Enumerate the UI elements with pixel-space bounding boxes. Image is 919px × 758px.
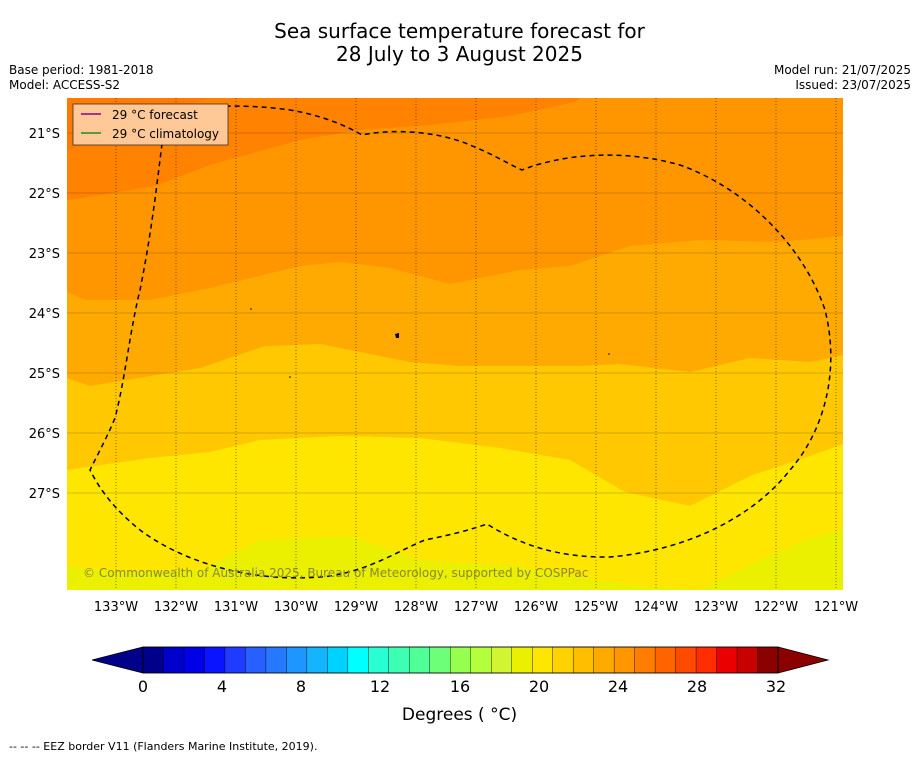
lon-label: 131°W [214,600,258,615]
lon-label: 126°W [514,600,558,615]
colorbar-frame [142,646,779,674]
colorbar-cell [429,646,451,674]
colorbar-tick-label: 20 [528,677,550,696]
lat-label: 22°S [29,187,60,202]
colorbar-under-arrow [91,646,144,674]
lon-axis-labels: 133°W 132°W 131°W 130°W 129°W 128°W 127°… [94,600,858,615]
colorbar-cell [470,646,492,674]
lon-label: 121°W [814,600,858,615]
eez-border-line [89,105,832,579]
issued-date: Issued: 23/07/2025 [795,78,911,92]
lon-label: 123°W [694,600,738,615]
copyright-notice: © Commonwealth of Australia 2025, Bureau… [83,566,588,580]
colorbar-title: Degrees ( °C) [401,705,518,725]
colorbar-cell [409,646,431,674]
colorbar-cell [716,646,738,674]
colorbar-cell [654,646,677,674]
colorbar-cell [491,646,513,674]
colorbar-cell [204,646,226,674]
colorbar-tick-label: 28 [686,677,708,696]
lon-label: 130°W [274,600,318,615]
lat-axis-labels: 21°S 22°S 23°S 24°S 25°S 26°S 27°S [29,127,60,502]
sst-contour-fill [67,98,843,590]
colorbar-cell [347,646,369,674]
lon-label: 124°W [634,600,678,615]
lat-label: 26°S [29,427,60,442]
legend-forecast-label: 29 °C forecast [112,108,198,122]
lon-label: 129°W [334,600,378,615]
title-line-2: 28 July to 3 August 2025 [336,42,583,66]
colorbar-cell [368,646,390,674]
sst-map: 29 °C forecast 29 °C climatology © Commo… [29,98,858,615]
colorbar-cell [695,646,718,674]
lon-label: 125°W [574,600,618,615]
colorbar-cell [736,646,759,674]
colorbar-tick-label: 16 [449,677,471,696]
colorbar-cell [552,646,574,674]
lat-label: 23°S [29,247,60,262]
lon-label: 133°W [94,600,138,615]
map-legend: 29 °C forecast 29 °C climatology [72,103,229,146]
base-period: Base period: 1981-2018 [9,63,154,77]
lon-label: 127°W [454,600,498,615]
colorbar-tick-label: 4 [216,677,228,696]
colorbar-cell [593,646,615,674]
model-name: Model: ACCESS-S2 [9,78,121,92]
lat-label: 24°S [29,307,60,322]
colorbar-cell [183,646,205,674]
colorbar-tick-label: 32 [765,677,787,696]
lat-label: 27°S [29,487,60,502]
colorbar-cell [286,646,308,674]
colorbar-cell [572,646,595,674]
footer-note: -- -- -- EEZ border V11 (Flanders Marine… [9,740,318,753]
lon-label: 122°W [754,600,798,615]
colorbar-tick-label: 8 [295,677,307,696]
colorbar-cell [142,646,164,674]
colorbar-cell [675,646,697,674]
colorbar-cell [388,646,410,674]
colorbar-cell [511,646,533,674]
island-markers [250,308,610,378]
colorbar-tick-label: 24 [607,677,629,696]
colorbar-cell [306,646,328,674]
lon-label: 132°W [154,600,198,615]
colorbar-cell [757,646,779,674]
colorbar-cell [634,646,656,674]
colorbar-tick-label: 12 [369,677,391,696]
graticule [67,98,843,590]
colorbar-cell [531,646,554,674]
lat-label: 21°S [29,127,60,142]
colorbar-cell [163,646,185,674]
lat-label: 25°S [29,367,60,382]
colorbar-cell [327,646,349,674]
title-line-1: Sea surface temperature forecast for [274,19,645,43]
model-run: Model run: 21/07/2025 [773,63,911,77]
colorbar-cell [245,646,267,674]
colorbar-cell [265,646,287,674]
colorbar-tick-label: 0 [137,677,149,696]
colorbar-cell [450,646,472,674]
colorbar [91,646,830,674]
colorbar-cell [613,646,636,674]
lon-label: 128°W [394,600,438,615]
colorbar-cell [224,646,246,674]
colorbar-over-arrow [777,646,830,674]
colorbar-cells [142,646,779,674]
legend-climatology-label: 29 °C climatology [112,127,219,141]
